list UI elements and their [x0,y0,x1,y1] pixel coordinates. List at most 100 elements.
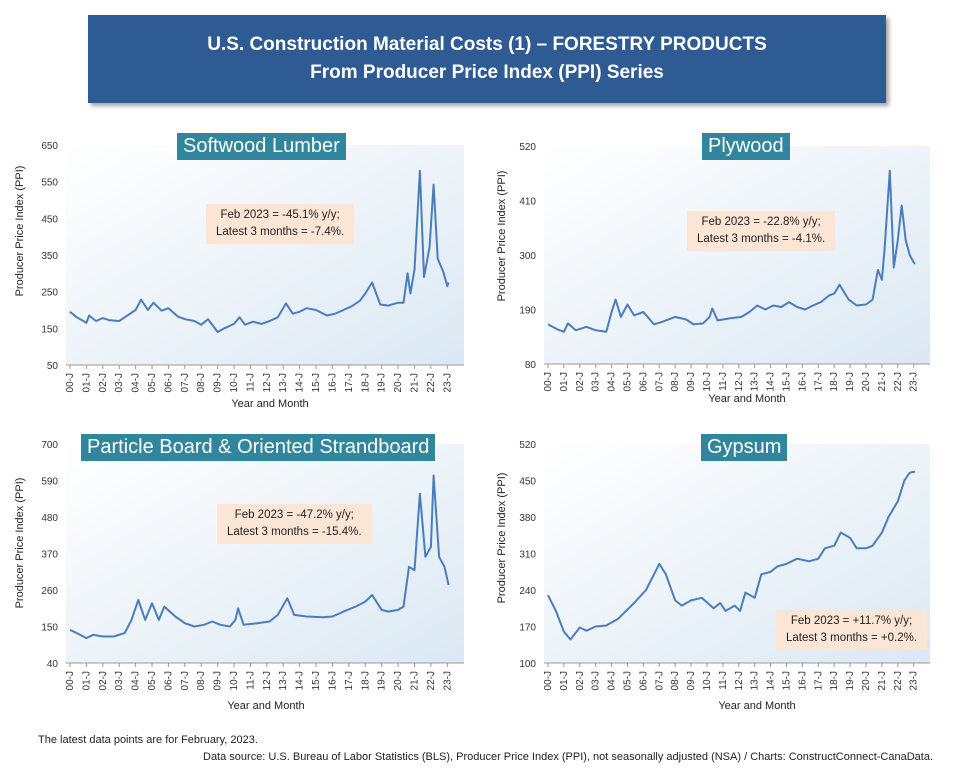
chart-title: Softwood Lumber [177,133,346,160]
x-tick-label: 14-J [295,373,306,392]
x-tick-label: 12-J [734,671,745,690]
y-tick-label: 300 [519,251,536,262]
y-tick-label: 550 [41,178,58,189]
x-tick-label: 05-J [147,373,158,392]
x-tick-label: 04-J [131,671,142,690]
y-tick-label: 150 [41,324,58,335]
chart-svg: 100 170 240 310 380 450 520 00-J 01-J 02-J 03-J 04-… [519,440,930,690]
x-tick-label: 01-J [559,372,570,391]
x-tick-label: 16-J [797,671,808,690]
y-tick-label: 240 [519,586,536,597]
y-tick-label: 450 [519,477,536,488]
x-tick-label: 08-J [670,671,681,690]
x-tick-label: 13-J [278,373,289,392]
annotation-line-1: Feb 2023 = -22.8% y/y; [701,216,821,228]
y-tick-label: 250 [41,288,58,299]
x-tick-label: 10-J [702,671,713,690]
chart-svg: 80 190 300 410 520 00-J 01-J 02-J 03-J 04-J 05-J 06… [519,142,930,391]
x-tick-label: 16-J [797,372,808,391]
y-axis-label: Producer Price Index (PPI) [14,165,26,297]
chart-softwood-lumber: 50 150 250 350 450 550 650 00-J 01-J 02-J 03-J 04-J… [0,130,480,420]
x-tick-label: 07-J [180,671,191,690]
x-tick-label: 20-J [861,671,872,690]
x-tick-label: 10-J [702,372,713,391]
x-tick-label: 16-J [327,373,338,392]
y-tick-label: 170 [519,623,536,634]
series-line [69,169,450,333]
x-tick-label: 16-J [327,671,338,690]
x-tick-label: 00-J [543,372,554,391]
x-tick-label: 02-J [575,372,586,391]
y-tick-label: 50 [47,361,59,372]
x-tick-label: 11-J [245,671,256,690]
x-tick-label: 12-J [262,671,273,690]
series-line [547,169,916,333]
x-tick-label: 05-J [622,671,633,690]
x-axis-label: Year and Month [227,700,305,712]
x-tick-label: 13-J [750,671,761,690]
y-tick-label: 370 [41,550,58,561]
x-tick-label: 21-J [409,373,420,392]
x-tick-label: 20-J [393,373,404,392]
y-tick-label: 650 [41,141,58,152]
x-tick-label: 05-J [622,372,633,391]
x-tick-label: 00-J [65,373,76,392]
x-axis-label: Year and Month [231,398,309,410]
annotation-line-1: Feb 2023 = -45.1% y/y; [220,209,340,221]
x-tick-label: 04-J [607,671,618,690]
x-tick-label: 01-J [559,671,570,690]
x-tick-label: 02-J [98,373,109,392]
x-tick-label: 23-J [909,671,920,690]
x-tick-label: 13-J [278,671,289,690]
x-tick-label: 17-J [813,372,824,391]
y-tick-label: 410 [519,197,536,208]
x-tick-label: 01-J [81,671,92,690]
x-tick-label: 01-J [81,373,92,392]
x-tick-label: 00-J [65,671,76,690]
annotation-box: Feb 2023 = -45.1% y/y; Latest 3 months =… [206,204,355,244]
page-subtitle: From Producer Price Index (PPI) Series [310,62,664,83]
footer-source: Data source: U.S. Bureau of Labor Statis… [203,751,933,763]
x-tick-label: 06-J [163,671,174,690]
annotation-box: Feb 2023 = -22.8% y/y; Latest 3 months =… [687,211,836,251]
x-tick-label: 18-J [829,372,840,391]
y-tick-label: 150 [41,623,58,634]
x-tick-label: 03-J [591,671,602,690]
chart-plywood: 80 190 300 410 520 00-J 01-J 02-J 03-J 04-J 05-J 06… [480,130,961,420]
chart-svg: 40 150 260 370 480 590 700 00-J 01-J 02-J 03-J 04-J… [41,440,464,690]
y-tick-label: 260 [41,586,58,597]
annotation-line-1: Feb 2023 = +11.7% y/y; [790,615,913,627]
x-tick-label: 09-J [213,671,224,690]
x-tick-label: 10-J [229,373,240,392]
annotation-line-2: Latest 3 months = -7.4%. [216,226,345,238]
x-tick-label: 15-J [781,372,792,391]
x-tick-label: 15-J [781,671,792,690]
y-tick-label: 700 [41,440,58,451]
x-tick-label: 18-J [829,671,840,690]
annotation-line-2: Latest 3 months = -15.4%. [227,526,362,538]
x-tick-label: 11-J [245,373,256,392]
x-tick-label: 14-J [766,671,777,690]
x-tick-label: 09-J [213,373,224,392]
x-tick-label: 13-J [750,372,761,391]
x-tick-label: 12-J [262,373,273,392]
x-tick-label: 02-J [98,671,109,690]
x-tick-label: 06-J [638,671,649,690]
y-tick-label: 380 [519,513,536,524]
annotation-line-1: Feb 2023 = -47.2% y/y; [234,509,354,521]
series-line [69,474,450,640]
x-tick-label: 21-J [877,671,888,690]
x-tick-label: 08-J [670,372,681,391]
x-tick-label: 15-J [311,373,322,392]
x-tick-label: 19-J [845,372,856,391]
y-tick-label: 80 [525,360,537,371]
x-tick-label: 22-J [426,671,437,690]
x-tick-label: 21-J [877,372,888,391]
chart-particle-board-osb: 40 150 260 370 480 590 700 00-J 01-J 02-J 03-J 04-J… [0,430,480,720]
x-tick-label: 00-J [543,671,554,690]
y-tick-label: 100 [519,659,536,670]
y-tick-label: 590 [41,477,58,488]
x-tick-label: 22-J [426,373,437,392]
x-tick-label: 07-J [180,373,191,392]
plot-area [66,145,464,365]
